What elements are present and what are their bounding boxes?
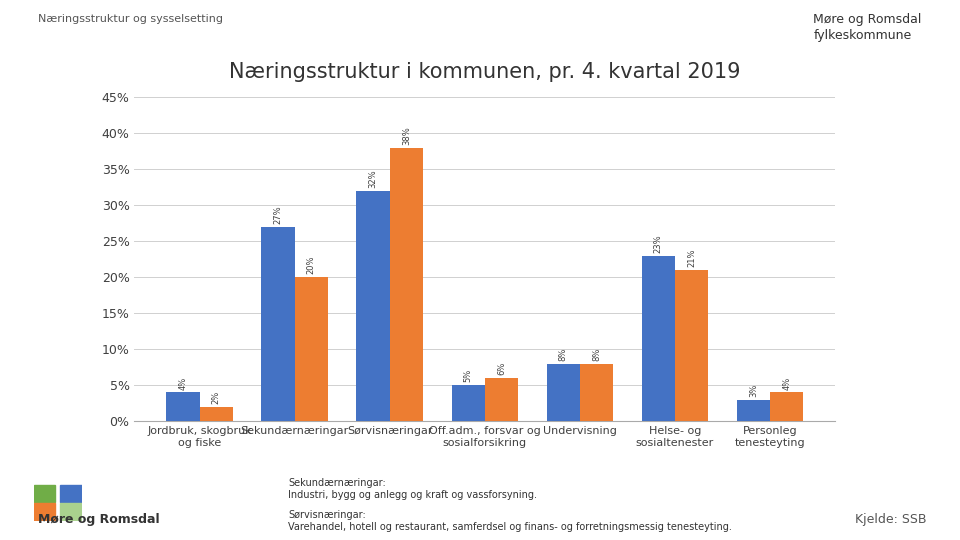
Bar — [261, 227, 295, 421]
Text: 27%: 27% — [274, 205, 282, 224]
Text: 32%: 32% — [369, 170, 377, 188]
Bar — [200, 407, 233, 421]
Text: 2%: 2% — [211, 390, 221, 404]
Text: Møre og Romsdal
fylkeskommune: Møre og Romsdal fylkeskommune — [813, 14, 922, 42]
Text: 5%: 5% — [464, 369, 472, 382]
Bar — [356, 191, 390, 421]
Bar — [166, 393, 200, 421]
Bar — [641, 255, 675, 421]
Bar — [546, 363, 580, 421]
Text: 6%: 6% — [497, 362, 506, 375]
Text: 20%: 20% — [307, 256, 316, 274]
Title: Næringsstruktur i kommunen, pr. 4. kvartal 2019: Næringsstruktur i kommunen, pr. 4. kvart… — [229, 62, 740, 82]
Text: Kjelde: SSB: Kjelde: SSB — [855, 514, 926, 526]
Text: Næringsstruktur og sysselsetting: Næringsstruktur og sysselsetting — [38, 14, 224, 24]
Text: 23%: 23% — [654, 234, 662, 253]
Text: 4%: 4% — [782, 376, 791, 389]
Bar — [736, 400, 770, 421]
Bar — [34, 503, 56, 521]
Bar — [675, 270, 708, 421]
Text: Møre og Romsdal: Møre og Romsdal — [38, 514, 160, 526]
Text: 4%: 4% — [179, 376, 187, 389]
Text: Sørvisnæringar:
Varehandel, hotell og restaurant, samferdsel og finans- og forre: Sørvisnæringar: Varehandel, hotell og re… — [288, 510, 732, 532]
Text: 8%: 8% — [559, 347, 567, 361]
Bar — [451, 385, 485, 421]
Bar — [485, 378, 518, 421]
Text: 8%: 8% — [592, 347, 601, 361]
Bar — [770, 393, 804, 421]
Bar — [34, 484, 56, 502]
Bar — [60, 503, 82, 521]
Bar — [580, 363, 613, 421]
Bar — [295, 277, 328, 421]
Text: 38%: 38% — [402, 126, 411, 145]
Bar — [390, 147, 423, 421]
Text: 3%: 3% — [749, 383, 758, 397]
Text: Sekundærnæringar:
Industri, bygg og anlegg og kraft og vassforsyning.: Sekundærnæringar: Industri, bygg og anle… — [288, 478, 537, 500]
Text: 21%: 21% — [687, 248, 696, 267]
Bar — [60, 484, 82, 502]
